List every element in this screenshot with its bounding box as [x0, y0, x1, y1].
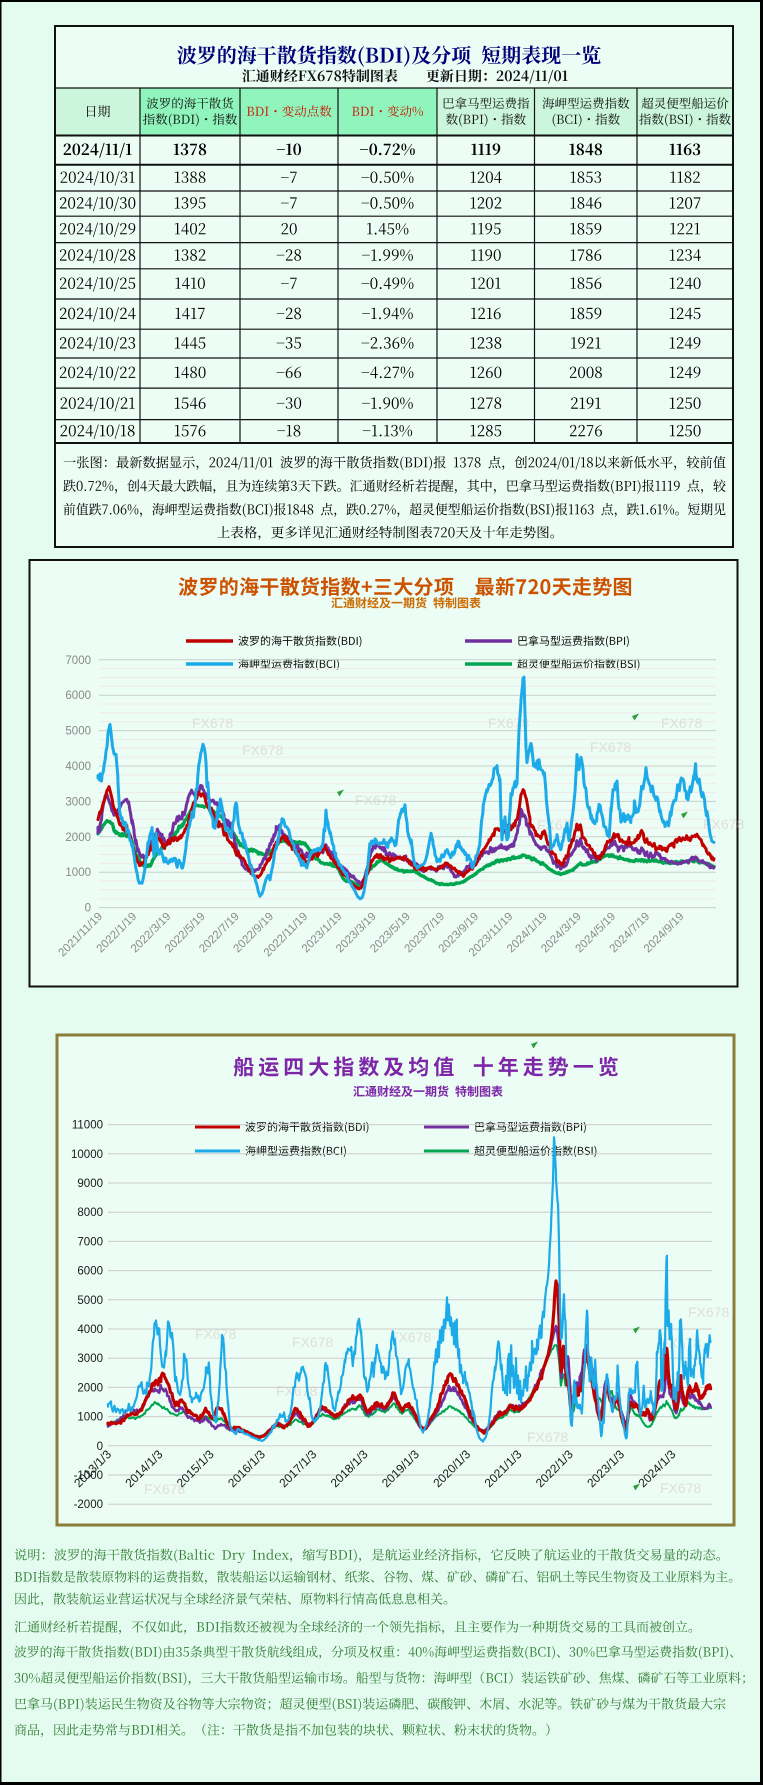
svg-text:6000: 6000	[65, 690, 91, 702]
svg-text:FX678: FX678	[688, 1304, 729, 1320]
svg-text:10000: 10000	[71, 1149, 103, 1161]
svg-text:FX678: FX678	[661, 715, 702, 731]
svg-text:FX678: FX678	[660, 1480, 701, 1496]
svg-text:2000: 2000	[77, 1382, 103, 1394]
svg-text:FX678: FX678	[276, 1383, 317, 1399]
svg-text:-2000: -2000	[74, 1499, 103, 1511]
svg-text:5000: 5000	[65, 726, 91, 738]
svg-text:FX678: FX678	[242, 742, 283, 758]
svg-text:4000: 4000	[77, 1324, 103, 1336]
svg-text:FX678: FX678	[488, 715, 529, 731]
svg-text:6000: 6000	[77, 1266, 103, 1278]
svg-text:FX678: FX678	[195, 1326, 236, 1342]
svg-text:FX678: FX678	[390, 1329, 431, 1345]
svg-text:0: 0	[97, 1441, 103, 1453]
svg-text:7000: 7000	[65, 655, 91, 667]
svg-text:FX678: FX678	[355, 792, 396, 808]
svg-text:11000: 11000	[72, 1120, 103, 1132]
svg-text:FX678: FX678	[144, 1481, 185, 1497]
svg-text:FX678: FX678	[192, 715, 233, 731]
svg-text:FX678: FX678	[590, 739, 631, 755]
svg-text:FX678: FX678	[527, 1429, 568, 1445]
svg-text:0: 0	[85, 903, 91, 915]
svg-text:4000: 4000	[65, 761, 91, 773]
svg-text:FX678: FX678	[292, 1334, 333, 1350]
svg-text:9000: 9000	[77, 1178, 103, 1190]
svg-text:7000: 7000	[77, 1236, 103, 1248]
svg-text:2000: 2000	[65, 832, 91, 844]
svg-text:3000: 3000	[77, 1353, 103, 1365]
svg-text:FX678: FX678	[703, 816, 744, 832]
svg-text:1000: 1000	[65, 867, 91, 879]
svg-text:5000: 5000	[77, 1295, 103, 1307]
svg-text:3000: 3000	[65, 796, 91, 808]
svg-text:8000: 8000	[77, 1207, 103, 1219]
svg-text:1000: 1000	[77, 1412, 103, 1424]
svg-text:-1000: -1000	[74, 1470, 103, 1482]
